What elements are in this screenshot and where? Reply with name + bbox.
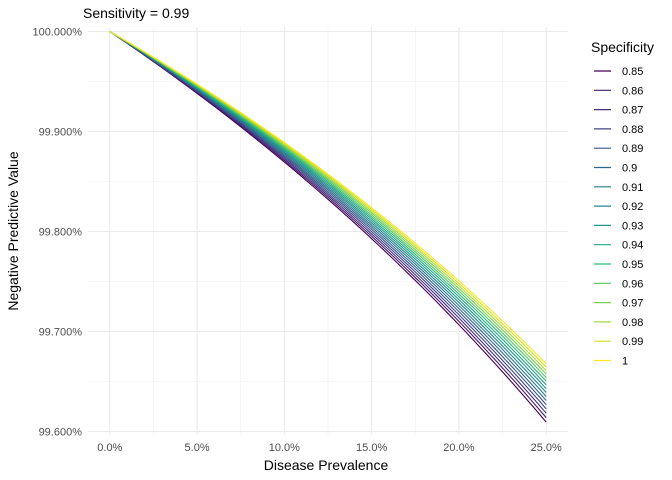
y-tick-label: 99.900% (39, 127, 83, 139)
x-tick-label: 0.0% (97, 442, 122, 454)
legend-label-0.98: 0.98 (622, 317, 643, 329)
y-tick-label: 100.000% (32, 27, 82, 39)
x-axis-ticks: 0.0% 5.0% 10.0% 15.0% 20.0% 25.0% (97, 442, 562, 454)
y-axis-title: Negative Predictive Value (5, 151, 21, 310)
legend-label-0.86: 0.86 (622, 85, 643, 97)
x-axis-title: Disease Prevalence (264, 457, 389, 473)
legend: Specificity 0.850.860.870.880.890.90.910… (591, 39, 654, 368)
x-tick-label: 5.0% (185, 442, 210, 454)
x-tick-label: 10.0% (269, 442, 300, 454)
legend-label-0.91: 0.91 (622, 182, 643, 194)
legend-items: 0.85 0.86 0.87 0.88 0.89 0.9 0.91 0.92 0.93 0.94 0… (594, 66, 643, 368)
chart-title: Sensitivity = 0.99 (83, 5, 189, 21)
legend-label-0.94: 0.94 (622, 240, 643, 252)
legend-label-0.85: 0.85 (622, 66, 643, 78)
legend-label-0.92: 0.92 (622, 201, 643, 213)
legend-label-0.97: 0.97 (622, 298, 643, 310)
legend-label-0.87: 0.87 (622, 105, 643, 117)
legend-label-0.93: 0.93 (622, 220, 643, 232)
legend-label-0.9: 0.9 (622, 163, 637, 175)
series-lines (109, 31, 547, 423)
x-tick-label: 20.0% (443, 442, 474, 454)
y-tick-label: 99.800% (39, 227, 83, 239)
y-tick-label: 99.600% (39, 427, 83, 439)
legend-label-0.95: 0.95 (622, 259, 643, 271)
series-line-1 (109, 31, 547, 365)
x-tick-label: 25.0% (531, 442, 562, 454)
x-tick-label: 15.0% (356, 442, 387, 454)
y-tick-label: 99.700% (39, 327, 83, 339)
legend-label-0.88: 0.88 (622, 124, 643, 136)
legend-label-0.89: 0.89 (622, 143, 643, 155)
y-axis-ticks: 99.600% 99.700% 99.800% 99.900% 100.000% (32, 27, 82, 439)
grid-major (88, 27, 568, 435)
legend-label-0.96: 0.96 (622, 278, 643, 290)
legend-label-0.99: 0.99 (622, 336, 643, 348)
legend-label-1: 1 (622, 356, 628, 368)
legend-title: Specificity (591, 39, 654, 55)
